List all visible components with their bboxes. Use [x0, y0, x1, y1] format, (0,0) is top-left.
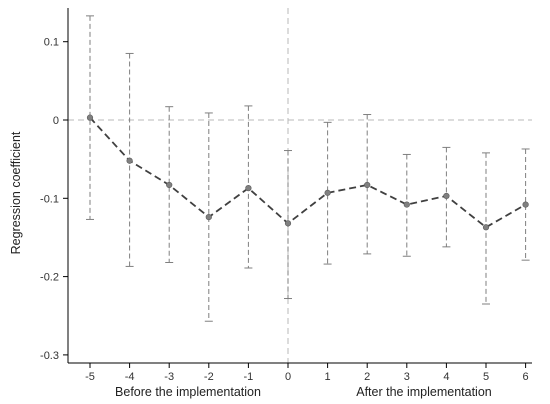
y-tick-label: 0 — [53, 115, 59, 127]
axes — [67, 8, 532, 364]
x-tick-label: -1 — [244, 371, 254, 383]
data-point — [324, 189, 331, 196]
series-line — [89, 117, 527, 229]
y-tick-label: -0.1 — [40, 193, 59, 205]
y-tick-label: -0.3 — [40, 350, 59, 362]
data-point — [284, 220, 292, 227]
data-point — [403, 201, 410, 208]
data-point — [205, 213, 212, 221]
data-point — [482, 224, 490, 231]
y-tick-label: 0.1 — [44, 37, 59, 49]
x-tick-label: 6 — [523, 371, 529, 383]
x-ticks: -5 -4 -3 -2 -1 0 1 2 3 4 5 6 — [85, 363, 529, 383]
data-point — [126, 157, 133, 164]
x-axis-title-after: After the implementation — [356, 385, 492, 399]
reference-lines — [68, 8, 532, 363]
y-axis-title: Regression coefficient — [9, 131, 23, 254]
coefficient-line — [89, 117, 527, 229]
x-tick-label: 0 — [285, 371, 291, 383]
x-tick-label: -5 — [85, 371, 95, 383]
data-point — [166, 181, 173, 189]
data-point — [443, 192, 450, 200]
x-tick-label: 5 — [483, 371, 489, 383]
x-tick-label: 4 — [443, 371, 449, 383]
x-tick-label: 3 — [404, 371, 410, 383]
y-ticks: 0.1 0 -0.1 -0.2 -0.3 — [40, 37, 68, 362]
x-tick-label: -3 — [164, 371, 174, 383]
data-point — [245, 185, 252, 192]
x-tick-label: -2 — [204, 371, 214, 383]
x-tick-label: 2 — [364, 371, 370, 383]
data-point — [364, 181, 371, 189]
data-point — [522, 201, 529, 208]
x-tick-label: 1 — [325, 371, 331, 383]
data-points — [86, 114, 529, 231]
data-point — [86, 114, 94, 121]
y-tick-label: -0.2 — [40, 272, 59, 284]
x-tick-label: -4 — [125, 371, 135, 383]
x-axis-title-before: Before the implementation — [115, 385, 261, 399]
error-bars — [86, 15, 530, 322]
